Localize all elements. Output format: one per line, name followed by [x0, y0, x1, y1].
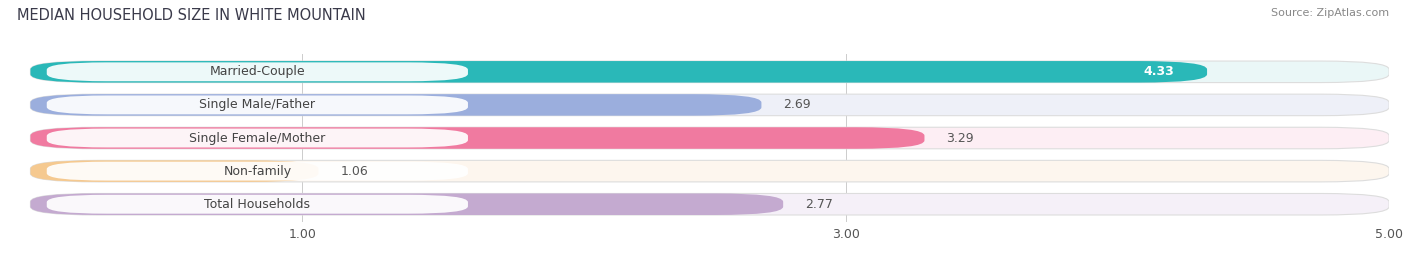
FancyBboxPatch shape: [31, 61, 1208, 83]
Text: 2.69: 2.69: [783, 98, 811, 111]
FancyBboxPatch shape: [31, 61, 1389, 83]
Text: 4.33: 4.33: [1143, 65, 1174, 78]
Text: Source: ZipAtlas.com: Source: ZipAtlas.com: [1271, 8, 1389, 18]
FancyBboxPatch shape: [31, 193, 1389, 215]
FancyBboxPatch shape: [31, 127, 1389, 149]
Text: Married-Couple: Married-Couple: [209, 65, 305, 78]
FancyBboxPatch shape: [31, 160, 1389, 182]
FancyBboxPatch shape: [46, 95, 468, 114]
FancyBboxPatch shape: [31, 127, 925, 149]
FancyBboxPatch shape: [46, 162, 468, 181]
FancyBboxPatch shape: [46, 62, 468, 81]
FancyBboxPatch shape: [46, 129, 468, 147]
FancyBboxPatch shape: [31, 94, 762, 116]
Text: Non-family: Non-family: [224, 165, 291, 178]
FancyBboxPatch shape: [46, 195, 468, 214]
Text: 1.06: 1.06: [340, 165, 368, 178]
FancyBboxPatch shape: [31, 160, 319, 182]
Text: 3.29: 3.29: [946, 132, 974, 144]
Text: Total Households: Total Households: [204, 198, 311, 211]
Text: MEDIAN HOUSEHOLD SIZE IN WHITE MOUNTAIN: MEDIAN HOUSEHOLD SIZE IN WHITE MOUNTAIN: [17, 8, 366, 23]
Text: Single Male/Father: Single Male/Father: [200, 98, 315, 111]
FancyBboxPatch shape: [31, 94, 1389, 116]
FancyBboxPatch shape: [31, 193, 783, 215]
Text: Single Female/Mother: Single Female/Mother: [190, 132, 325, 144]
Text: 2.77: 2.77: [804, 198, 832, 211]
